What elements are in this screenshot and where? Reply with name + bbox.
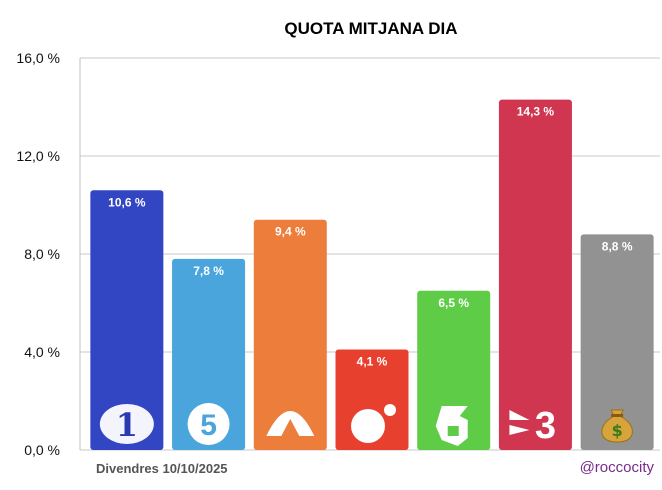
- y-tick-label: 12,0 %: [16, 148, 60, 164]
- antena3-logo-icon: [266, 411, 315, 436]
- bar-value-label: 4,1 %: [357, 355, 388, 369]
- value-labels: 10,6 % 7,8 % 9,4 % 4,1 % 6,5 % 14,3 % 8,8 %: [108, 105, 633, 369]
- tv3-logo-icon: 3: [509, 405, 556, 447]
- bar: [417, 290, 491, 450]
- bar-value-label: 8,8 %: [602, 239, 633, 253]
- footer-date: Divendres 10/10/2025: [96, 461, 228, 476]
- svg-text:1: 1: [116, 406, 138, 444]
- footer-handle: @roccocity: [580, 459, 655, 476]
- chart-title: QUOTA MITJANA DIA: [284, 19, 457, 38]
- svg-text:$: $: [612, 421, 623, 440]
- bar: [253, 219, 327, 450]
- bar-value-label: 14,3 %: [517, 105, 555, 119]
- telecinco-logo-icon: 5: [187, 403, 230, 445]
- bar-value-label: 7,8 %: [193, 264, 224, 278]
- svg-text:5: 5: [200, 409, 217, 442]
- y-tick-label: 0,0 %: [24, 442, 60, 458]
- bar: [172, 258, 246, 450]
- bar-value-label: 9,4 %: [275, 225, 306, 239]
- bars: [90, 99, 654, 451]
- cuatro-logo-icon: [351, 404, 396, 443]
- y-axis-ticks: 0,0 % 4,0 % 8,0 % 12,0 % 16,0 %: [16, 50, 60, 458]
- la1-logo-icon: 1: [99, 404, 154, 444]
- bar-value-label: 10,6 %: [108, 195, 146, 209]
- y-tick-label: 4,0 %: [24, 344, 60, 360]
- svg-text:3: 3: [535, 405, 556, 447]
- y-tick-label: 8,0 %: [24, 246, 60, 262]
- bar: [580, 234, 654, 450]
- bar: [498, 99, 572, 451]
- bar: [90, 190, 164, 451]
- money-bag-icon: $: [601, 409, 633, 443]
- lasexta-logo-icon: [435, 406, 468, 446]
- bar-value-label: 6,5 %: [438, 296, 469, 310]
- channel-icons: 1 5 3 $: [99, 403, 633, 447]
- y-tick-label: 16,0 %: [16, 50, 60, 66]
